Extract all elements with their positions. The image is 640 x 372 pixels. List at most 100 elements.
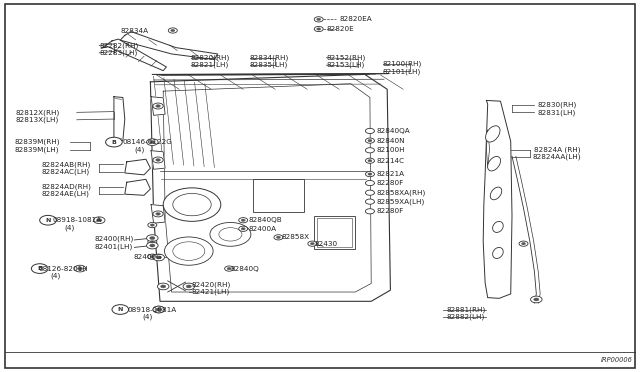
Circle shape: [186, 285, 191, 288]
Circle shape: [314, 26, 323, 32]
Circle shape: [365, 171, 374, 177]
Polygon shape: [120, 32, 218, 60]
Circle shape: [156, 158, 161, 161]
Ellipse shape: [490, 187, 502, 200]
Text: 82834(RH): 82834(RH): [250, 54, 289, 61]
Text: 82824AB(RH): 82824AB(RH): [42, 161, 91, 168]
Circle shape: [173, 242, 205, 260]
Text: 82840QB: 82840QB: [248, 217, 282, 223]
Text: 82839M(RH): 82839M(RH): [14, 139, 60, 145]
Circle shape: [239, 226, 248, 231]
Circle shape: [150, 241, 154, 243]
Text: 82400(RH): 82400(RH): [95, 235, 134, 242]
Text: 82882(LH): 82882(LH): [447, 314, 485, 320]
Polygon shape: [151, 205, 165, 223]
Text: 82812X(RH): 82812X(RH): [16, 109, 60, 116]
Circle shape: [365, 190, 374, 195]
Circle shape: [147, 235, 158, 241]
Circle shape: [156, 105, 161, 108]
Text: 82824AC(LH): 82824AC(LH): [42, 169, 90, 175]
Text: (4): (4): [64, 224, 74, 231]
Circle shape: [77, 267, 83, 270]
Text: 82420(RH): 82420(RH): [192, 281, 231, 288]
Text: 82824AE(LH): 82824AE(LH): [42, 191, 90, 198]
Circle shape: [310, 243, 314, 245]
Circle shape: [531, 296, 542, 303]
Polygon shape: [151, 151, 165, 169]
Text: B: B: [111, 140, 116, 145]
Text: 82820(RH): 82820(RH): [191, 54, 230, 61]
Circle shape: [156, 308, 161, 311]
Text: (4): (4): [134, 146, 145, 153]
Circle shape: [276, 236, 280, 238]
Text: (4): (4): [142, 314, 152, 320]
Circle shape: [317, 18, 321, 20]
Circle shape: [227, 267, 231, 270]
Text: 82813X(LH): 82813X(LH): [16, 116, 60, 123]
Circle shape: [161, 285, 166, 288]
Text: 82400G: 82400G: [133, 254, 162, 260]
Circle shape: [210, 222, 251, 246]
Circle shape: [93, 217, 105, 224]
Circle shape: [183, 283, 195, 290]
Text: 82400A: 82400A: [248, 226, 276, 232]
Circle shape: [157, 283, 169, 290]
Text: 82824AA(LH): 82824AA(LH): [532, 154, 581, 160]
Text: 82840N: 82840N: [376, 138, 405, 144]
Circle shape: [365, 180, 374, 186]
Circle shape: [40, 215, 56, 225]
Circle shape: [368, 173, 372, 175]
Text: 82859XA(LH): 82859XA(LH): [376, 198, 424, 205]
Circle shape: [97, 219, 102, 222]
Text: 82401(LH): 82401(LH): [95, 243, 133, 250]
Text: 82820E: 82820E: [326, 26, 354, 32]
Text: 82831(LH): 82831(LH): [538, 109, 576, 116]
Text: 82280F: 82280F: [376, 180, 404, 186]
Circle shape: [31, 264, 48, 273]
Circle shape: [153, 254, 164, 261]
Circle shape: [153, 306, 164, 313]
Text: 82858X: 82858X: [282, 234, 310, 240]
Text: 08146-6122G: 08146-6122G: [123, 139, 173, 145]
Circle shape: [147, 139, 158, 145]
Circle shape: [365, 209, 374, 214]
Polygon shape: [483, 100, 512, 298]
Text: 82839M(LH): 82839M(LH): [14, 146, 59, 153]
Circle shape: [365, 138, 374, 143]
Circle shape: [156, 256, 161, 259]
Text: 82430: 82430: [315, 241, 338, 247]
Circle shape: [241, 228, 245, 230]
FancyBboxPatch shape: [5, 4, 635, 368]
Circle shape: [239, 218, 248, 223]
Text: 82153(LH): 82153(LH): [326, 62, 365, 68]
Text: 82821(LH): 82821(LH): [191, 62, 229, 68]
Text: 82280F: 82280F: [376, 208, 404, 214]
Circle shape: [522, 243, 525, 245]
Circle shape: [150, 244, 155, 247]
Text: 82835(LH): 82835(LH): [250, 62, 288, 68]
Circle shape: [163, 188, 221, 221]
Text: 82881(RH): 82881(RH): [447, 306, 486, 313]
Circle shape: [150, 224, 154, 226]
Text: 82824A (RH): 82824A (RH): [534, 146, 581, 153]
Text: 82152(RH): 82152(RH): [326, 54, 365, 61]
Circle shape: [519, 241, 528, 246]
Text: 08918-1081A: 08918-1081A: [52, 217, 102, 223]
Circle shape: [148, 222, 157, 228]
Circle shape: [171, 29, 175, 32]
Text: 82214C: 82214C: [376, 158, 404, 164]
Text: 82840Q: 82840Q: [230, 266, 259, 272]
Text: 82840QA: 82840QA: [376, 128, 410, 134]
Circle shape: [308, 241, 317, 246]
Text: (4): (4): [50, 273, 60, 279]
Bar: [253, 179, 304, 212]
Circle shape: [225, 266, 234, 271]
Circle shape: [156, 212, 161, 215]
Polygon shape: [125, 179, 150, 195]
Text: 82830(RH): 82830(RH): [538, 102, 577, 108]
Circle shape: [168, 28, 177, 33]
Ellipse shape: [486, 126, 500, 142]
Circle shape: [365, 199, 374, 204]
Polygon shape: [114, 97, 125, 141]
Circle shape: [112, 305, 129, 314]
